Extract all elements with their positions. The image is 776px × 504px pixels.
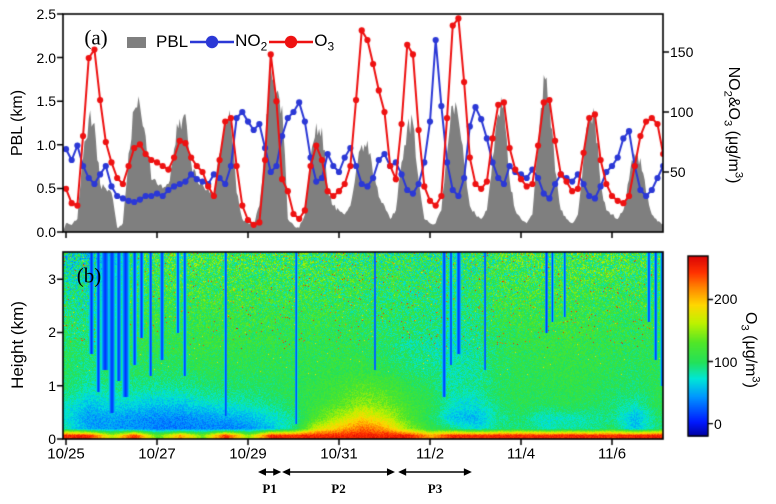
panel-b-letter: (b): [76, 263, 102, 288]
period-arrowhead-P1: [258, 468, 267, 476]
height-tick-label-2: 2: [48, 324, 56, 341]
period-arrowhead-P1: [273, 468, 282, 476]
legend-no2-label: NO2: [235, 31, 268, 54]
date-tick-label-11/2: 11/2: [415, 445, 445, 463]
height-tick-label-0: 0: [48, 431, 56, 447]
period-label-P1: P1: [262, 481, 277, 496]
pbl-tick-label-2.0: 2.0: [36, 49, 56, 66]
period-arrowhead-P3: [398, 468, 407, 476]
panel-a-letter: (a): [84, 25, 108, 50]
legend-item-no2: NO2: [189, 31, 267, 53]
height-axis-title: Height (km): [8, 301, 27, 389]
no2o3-tick-label-100: 100: [670, 104, 694, 120]
pbl-swatch-icon: [127, 36, 146, 48]
period-arrowhead-P3: [463, 468, 472, 476]
period-arrowhead-P2: [386, 468, 395, 476]
colorbar-tick-label-200: 200: [714, 291, 738, 308]
period-label-P2: P2: [331, 481, 346, 496]
colorbar-tick-label-0: 0: [714, 415, 722, 432]
pbl-tick-label-0.5: 0.5: [36, 180, 56, 197]
colorbar-tick-label-100: 100: [714, 353, 738, 370]
legend-item-o3: O3: [268, 31, 334, 53]
no2-o3-axis-title: NO2&O3 (μg/m3): [721, 66, 745, 184]
period-label-P3: P3: [427, 481, 443, 496]
pbl-tick-label-1.0: 1.0: [36, 136, 56, 153]
legend: PBL NO2 O3: [127, 31, 334, 53]
date-tick-label-10/31: 10/31: [320, 445, 358, 463]
pbl-axis-title: PBL (km): [9, 89, 26, 157]
date-tick-label-11/4: 11/4: [506, 445, 536, 463]
date-tick-label-10/29: 10/29: [229, 445, 267, 463]
no2-marker-icon: [190, 35, 235, 49]
height-tick-label-1: 1: [48, 377, 56, 394]
pbl-tick-label-0.0: 0.0: [36, 224, 56, 240]
no2o3-tick-label-150: 150: [670, 44, 694, 60]
legend-item-pbl: PBL: [127, 32, 188, 52]
pbl-tick-label-2.5: 2.5: [36, 6, 56, 22]
period-arrows: [258, 468, 472, 476]
no2o3-tick-label-50: 50: [670, 164, 686, 180]
legend-pbl-label: PBL: [156, 32, 189, 52]
colorbar-title: O3 (μg/m3): [738, 312, 762, 388]
pbl-tick-label-1.5: 1.5: [36, 93, 56, 110]
period-arrowhead-P2: [282, 468, 291, 476]
date-tick-label-10/25: 10/25: [47, 445, 85, 463]
o3-marker-icon: [269, 35, 314, 49]
legend-o3-label: O3: [314, 31, 335, 54]
date-tick-label-10/27: 10/27: [138, 445, 176, 463]
height-tick-label-3: 3: [48, 271, 56, 288]
date-tick-label-11/6: 11/6: [597, 445, 627, 463]
